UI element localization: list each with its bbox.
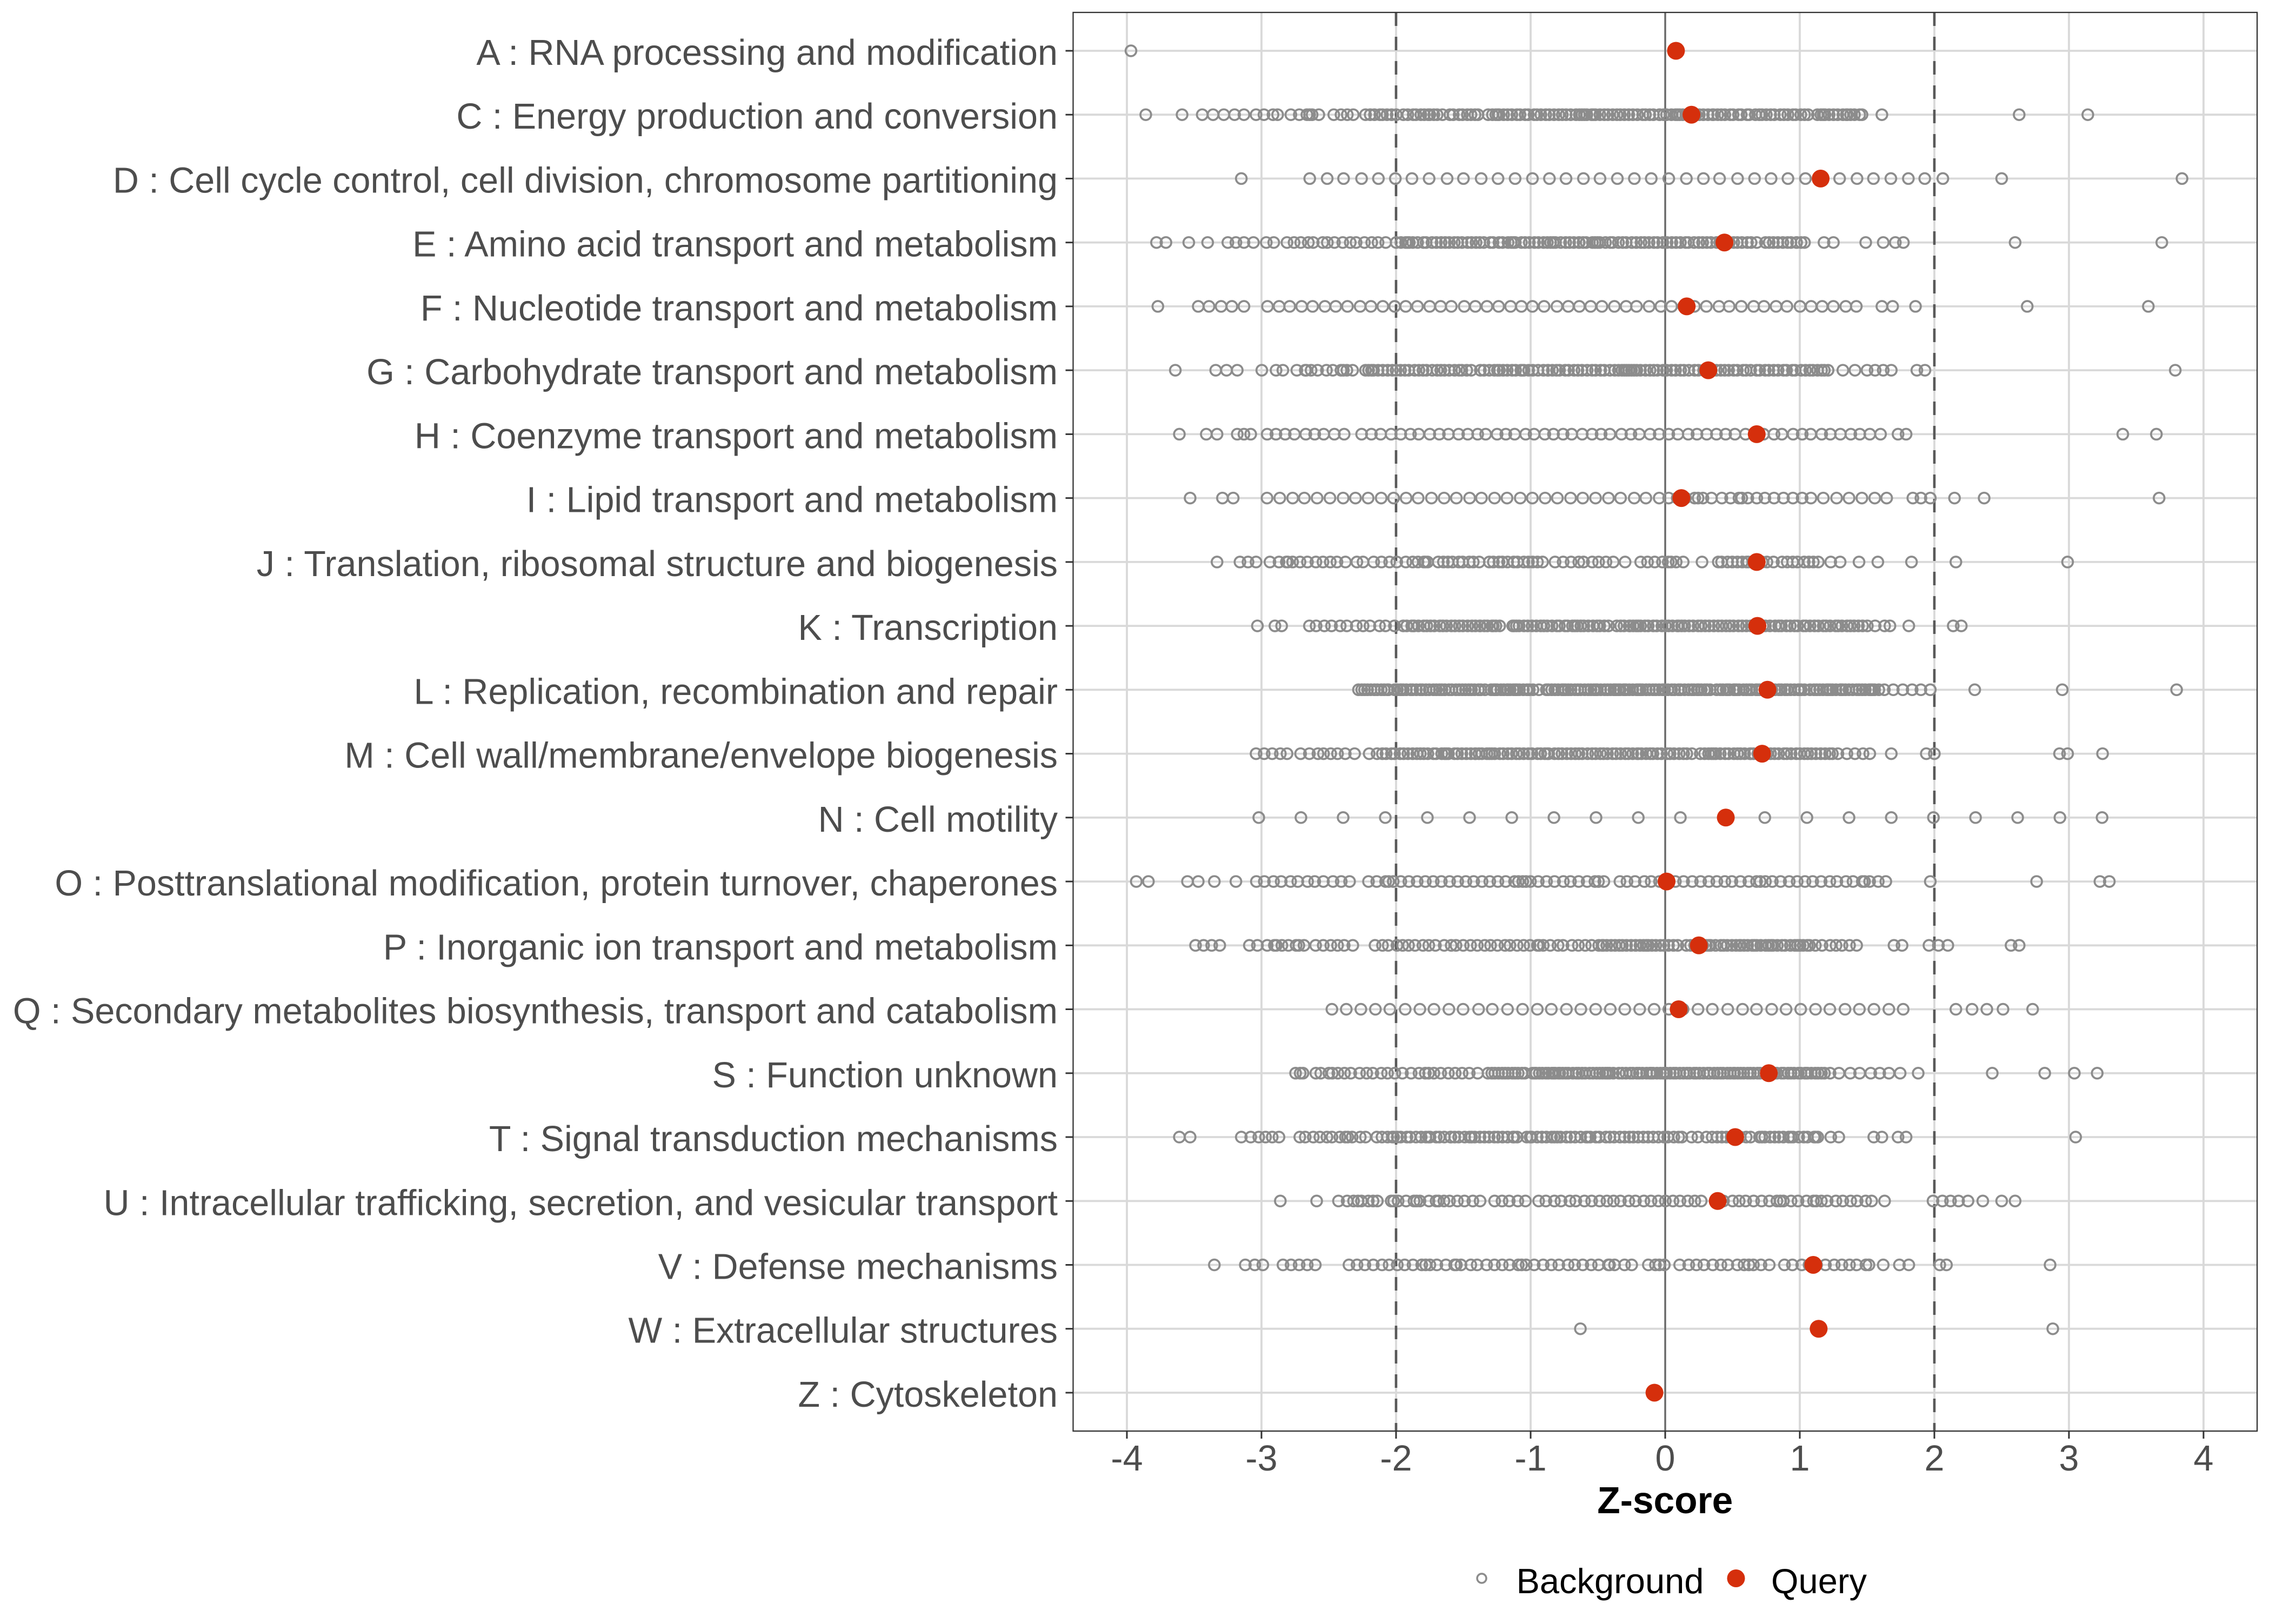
svg-text:D : Cell cycle control, cell d: D : Cell cycle control, cell division, c… <box>113 161 1058 201</box>
svg-text:-2: -2 <box>1380 1439 1412 1479</box>
svg-text:P : Inorganic ion transport an: P : Inorganic ion transport and metaboli… <box>383 927 1058 967</box>
svg-text:S : Function unknown: S : Function unknown <box>712 1055 1058 1095</box>
svg-text:-3: -3 <box>1245 1439 1277 1479</box>
svg-text:Z-score: Z-score <box>1597 1479 1733 1521</box>
svg-text:I : Lipid transport and metabo: I : Lipid transport and metabolism <box>526 480 1058 520</box>
svg-text:Q : Secondary metabolites bios: Q : Secondary metabolites biosynthesis, … <box>13 992 1058 1032</box>
svg-text:U : Intracellular trafficking,: U : Intracellular trafficking, secretion… <box>104 1183 1058 1223</box>
svg-text:J : Translation, ribosomal str: J : Translation, ribosomal structure and… <box>257 544 1058 584</box>
svg-text:-4: -4 <box>1111 1439 1143 1479</box>
svg-text:N : Cell motility: N : Cell motility <box>818 800 1058 840</box>
svg-text:G : Carbohydrate transport and: G : Carbohydrate transport and metabolis… <box>366 352 1058 392</box>
svg-text:F : Nucleotide transport and m: F : Nucleotide transport and metabolism <box>420 289 1058 329</box>
svg-text:-1: -1 <box>1514 1439 1546 1479</box>
svg-text:O : Posttranslational modifica: O : Posttranslational modification, prot… <box>55 864 1058 904</box>
svg-text:2: 2 <box>1925 1439 1945 1479</box>
svg-text:4: 4 <box>2194 1439 2214 1479</box>
svg-text:Query: Query <box>1771 1561 1867 1601</box>
svg-text:A : RNA processing and modific: A : RNA processing and modification <box>476 33 1058 73</box>
svg-text:1: 1 <box>1790 1439 1810 1479</box>
svg-text:0: 0 <box>1655 1439 1675 1479</box>
svg-text:K : Transcription: K : Transcription <box>798 608 1058 648</box>
svg-text:C : Energy production and conv: C : Energy production and conversion <box>456 97 1058 137</box>
svg-text:T : Signal transduction mechan: T : Signal transduction mechanisms <box>489 1119 1058 1159</box>
svg-text:W : Extracellular structures: W : Extracellular structures <box>629 1311 1058 1351</box>
svg-text:H : Coenzyme transport and met: H : Coenzyme transport and metabolism <box>415 416 1058 456</box>
svg-text:L : Replication, recombination: L : Replication, recombination and repai… <box>413 672 1058 712</box>
svg-text:M : Cell wall/membrane/envelop: M : Cell wall/membrane/envelope biogenes… <box>344 736 1058 776</box>
svg-text:V : Defense mechanisms: V : Defense mechanisms <box>658 1247 1058 1287</box>
svg-text:Background: Background <box>1517 1561 1704 1601</box>
svg-text:Z : Cytoskeleton: Z : Cytoskeleton <box>798 1375 1058 1415</box>
svg-text:E : Amino acid transport and m: E : Amino acid transport and metabolism <box>412 225 1058 265</box>
svg-text:3: 3 <box>2059 1439 2079 1479</box>
